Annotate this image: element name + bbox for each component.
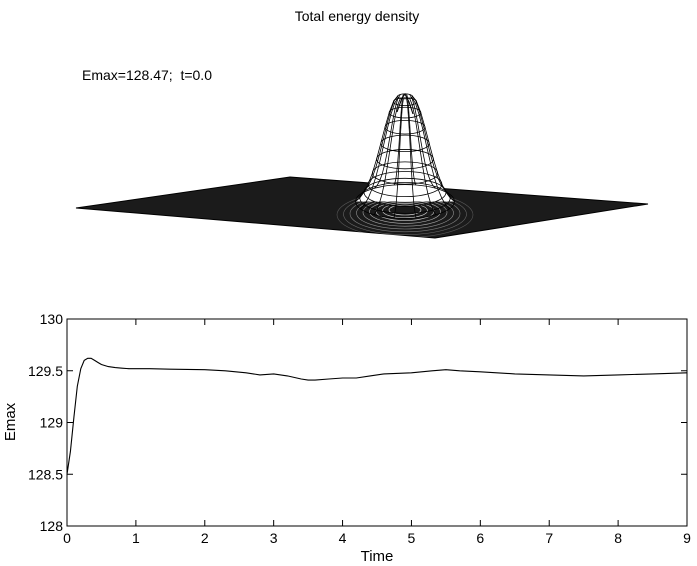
surface-title: Total energy density: [295, 8, 420, 24]
y-tick-label: 128.5: [28, 466, 63, 482]
y-tick-label: 130: [40, 311, 64, 327]
x-tick-label: 4: [339, 530, 347, 546]
y-axis-label: Emax: [2, 402, 19, 441]
x-tick-label: 1: [132, 530, 140, 546]
surface-mesh-meridian: [373, 98, 401, 215]
surface-mesh-meridian: [393, 98, 404, 219]
surface-base-ring: [382, 203, 428, 219]
x-tick-label: 0: [63, 530, 71, 546]
x-tick-label: 8: [614, 530, 622, 546]
surface-mesh-meridian: [355, 96, 398, 202]
x-tick-label: 7: [545, 530, 553, 546]
surface-mesh-meridian: [393, 93, 404, 186]
surface-mesh-meridian: [373, 94, 401, 189]
surface-peak-apex: [396, 92, 414, 115]
y-tick-label: 129.5: [28, 363, 63, 379]
series-line-emax: [66, 357, 688, 475]
surface-mesh-meridian: [411, 97, 450, 210]
surface-peak-fill: [355, 96, 455, 202]
line-panel: 128 128.5 129 129.5 130 0 1 2 3 4 5 6 7 8 9 Time Emax: [2, 311, 691, 565]
x-axis-label: Time: [361, 548, 394, 565]
surface-mesh-meridian: [411, 95, 450, 195]
surface-annotation: Emax=128.47; t=0.0: [82, 67, 212, 83]
surface-mesh-meridian: [360, 97, 399, 210]
x-axis-ticks: 0 1 2 3 4 5 6 7 8 9: [63, 319, 691, 546]
surface-mesh-meridian: [409, 94, 437, 189]
surface-mesh-meridian: [360, 95, 399, 195]
surface-mesh-ring: [355, 184, 455, 219]
x-tick-label: 3: [270, 530, 278, 546]
x-tick-label: 2: [201, 530, 209, 546]
y-axis-ticks: 128 128.5 129 129.5 130: [28, 311, 687, 534]
x-tick-label: 9: [683, 530, 691, 546]
surface-peak-mesh: [355, 92, 455, 219]
surface-base-ring: [388, 204, 422, 216]
surface-mesh-meridian: [412, 96, 455, 202]
surface-mesh-meridian: [409, 98, 437, 215]
y-tick-label: 128: [40, 518, 64, 534]
surface-mesh-meridian: [406, 93, 417, 186]
x-tick-label: 5: [408, 530, 416, 546]
x-tick-label: 6: [476, 530, 484, 546]
plot-area: [66, 318, 688, 527]
y-tick-label: 129: [40, 415, 64, 431]
surface-mesh-meridian: [406, 98, 417, 219]
surface-panel: Total energy density Emax=128.47; t=0.0: [75, 8, 649, 239]
